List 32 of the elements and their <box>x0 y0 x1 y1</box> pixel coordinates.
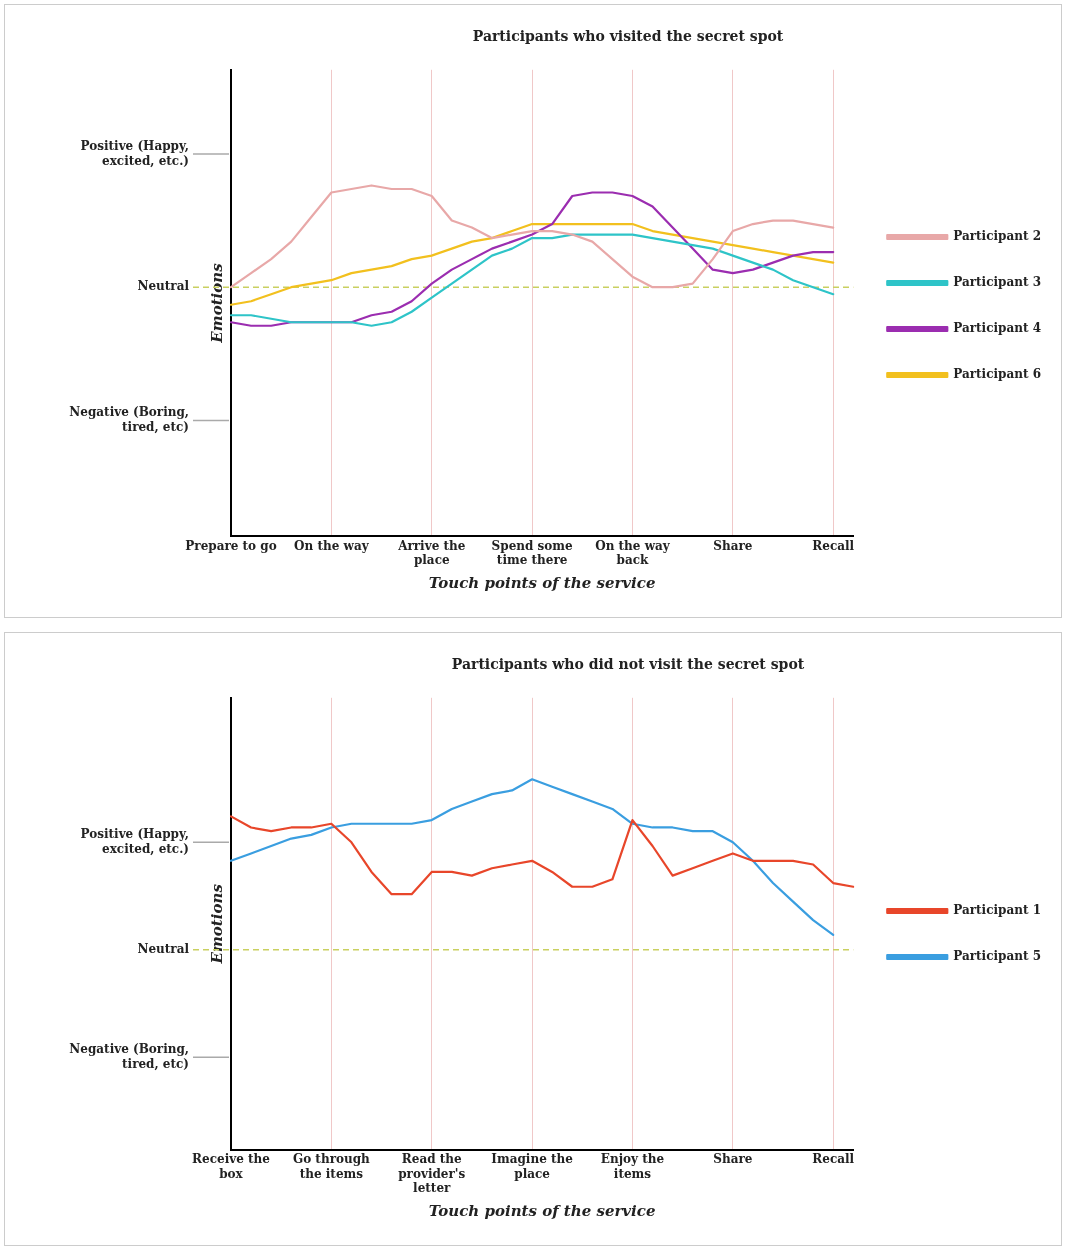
ref-line-label: Positive (Happy, excited, etc.) <box>80 138 189 168</box>
ref-line-label: Positive (Happy, excited, etc.) <box>80 826 189 856</box>
ref-line-label: Negative (Boring, tired, etc) <box>69 1041 189 1071</box>
x-tick-label: Receive the box <box>192 1152 271 1181</box>
y-axis-title: Emotions <box>207 262 226 344</box>
x-tick-label: On the way back <box>595 538 671 567</box>
x-tick-label: Share <box>713 538 753 553</box>
x-tick-label: On the way <box>294 538 370 553</box>
x-tick-label: Go through the items <box>292 1152 371 1181</box>
ref-line-label: Neutral <box>137 941 190 956</box>
legend-label: Participant 3 <box>953 275 1042 290</box>
x-tick-label: Recall <box>812 538 855 553</box>
legend-label: Participant 1 <box>953 903 1042 918</box>
y-axis-title: Emotions <box>207 883 226 965</box>
x-tick-label: Share <box>713 1152 753 1167</box>
x-axis-title: Touch points of the service <box>428 573 656 592</box>
chart-title: Participants who did not visit the secret spot <box>451 656 805 673</box>
x-axis-title: Touch points of the service <box>428 1201 656 1220</box>
x-tick-label: Prepare to go <box>185 538 277 553</box>
x-tick-label: Enjoy the items <box>600 1152 665 1181</box>
ref-line-label: Neutral <box>137 279 190 294</box>
x-tick-label: Recall <box>812 1152 855 1167</box>
x-tick-label: Imagine the place <box>491 1152 574 1181</box>
legend-label: Participant 5 <box>953 949 1042 964</box>
legend-label: Participant 4 <box>953 321 1042 336</box>
x-tick-label: Arrive the place <box>397 538 466 567</box>
legend-label: Participant 6 <box>953 367 1042 382</box>
x-tick-label: Spend some time there <box>491 538 573 567</box>
x-tick-label: Read the provider's letter <box>398 1152 466 1195</box>
legend-label: Participant 2 <box>953 229 1042 244</box>
chart-title: Participants who visited the secret spot <box>472 28 784 45</box>
ref-line-label: Negative (Boring, tired, etc) <box>69 405 189 435</box>
